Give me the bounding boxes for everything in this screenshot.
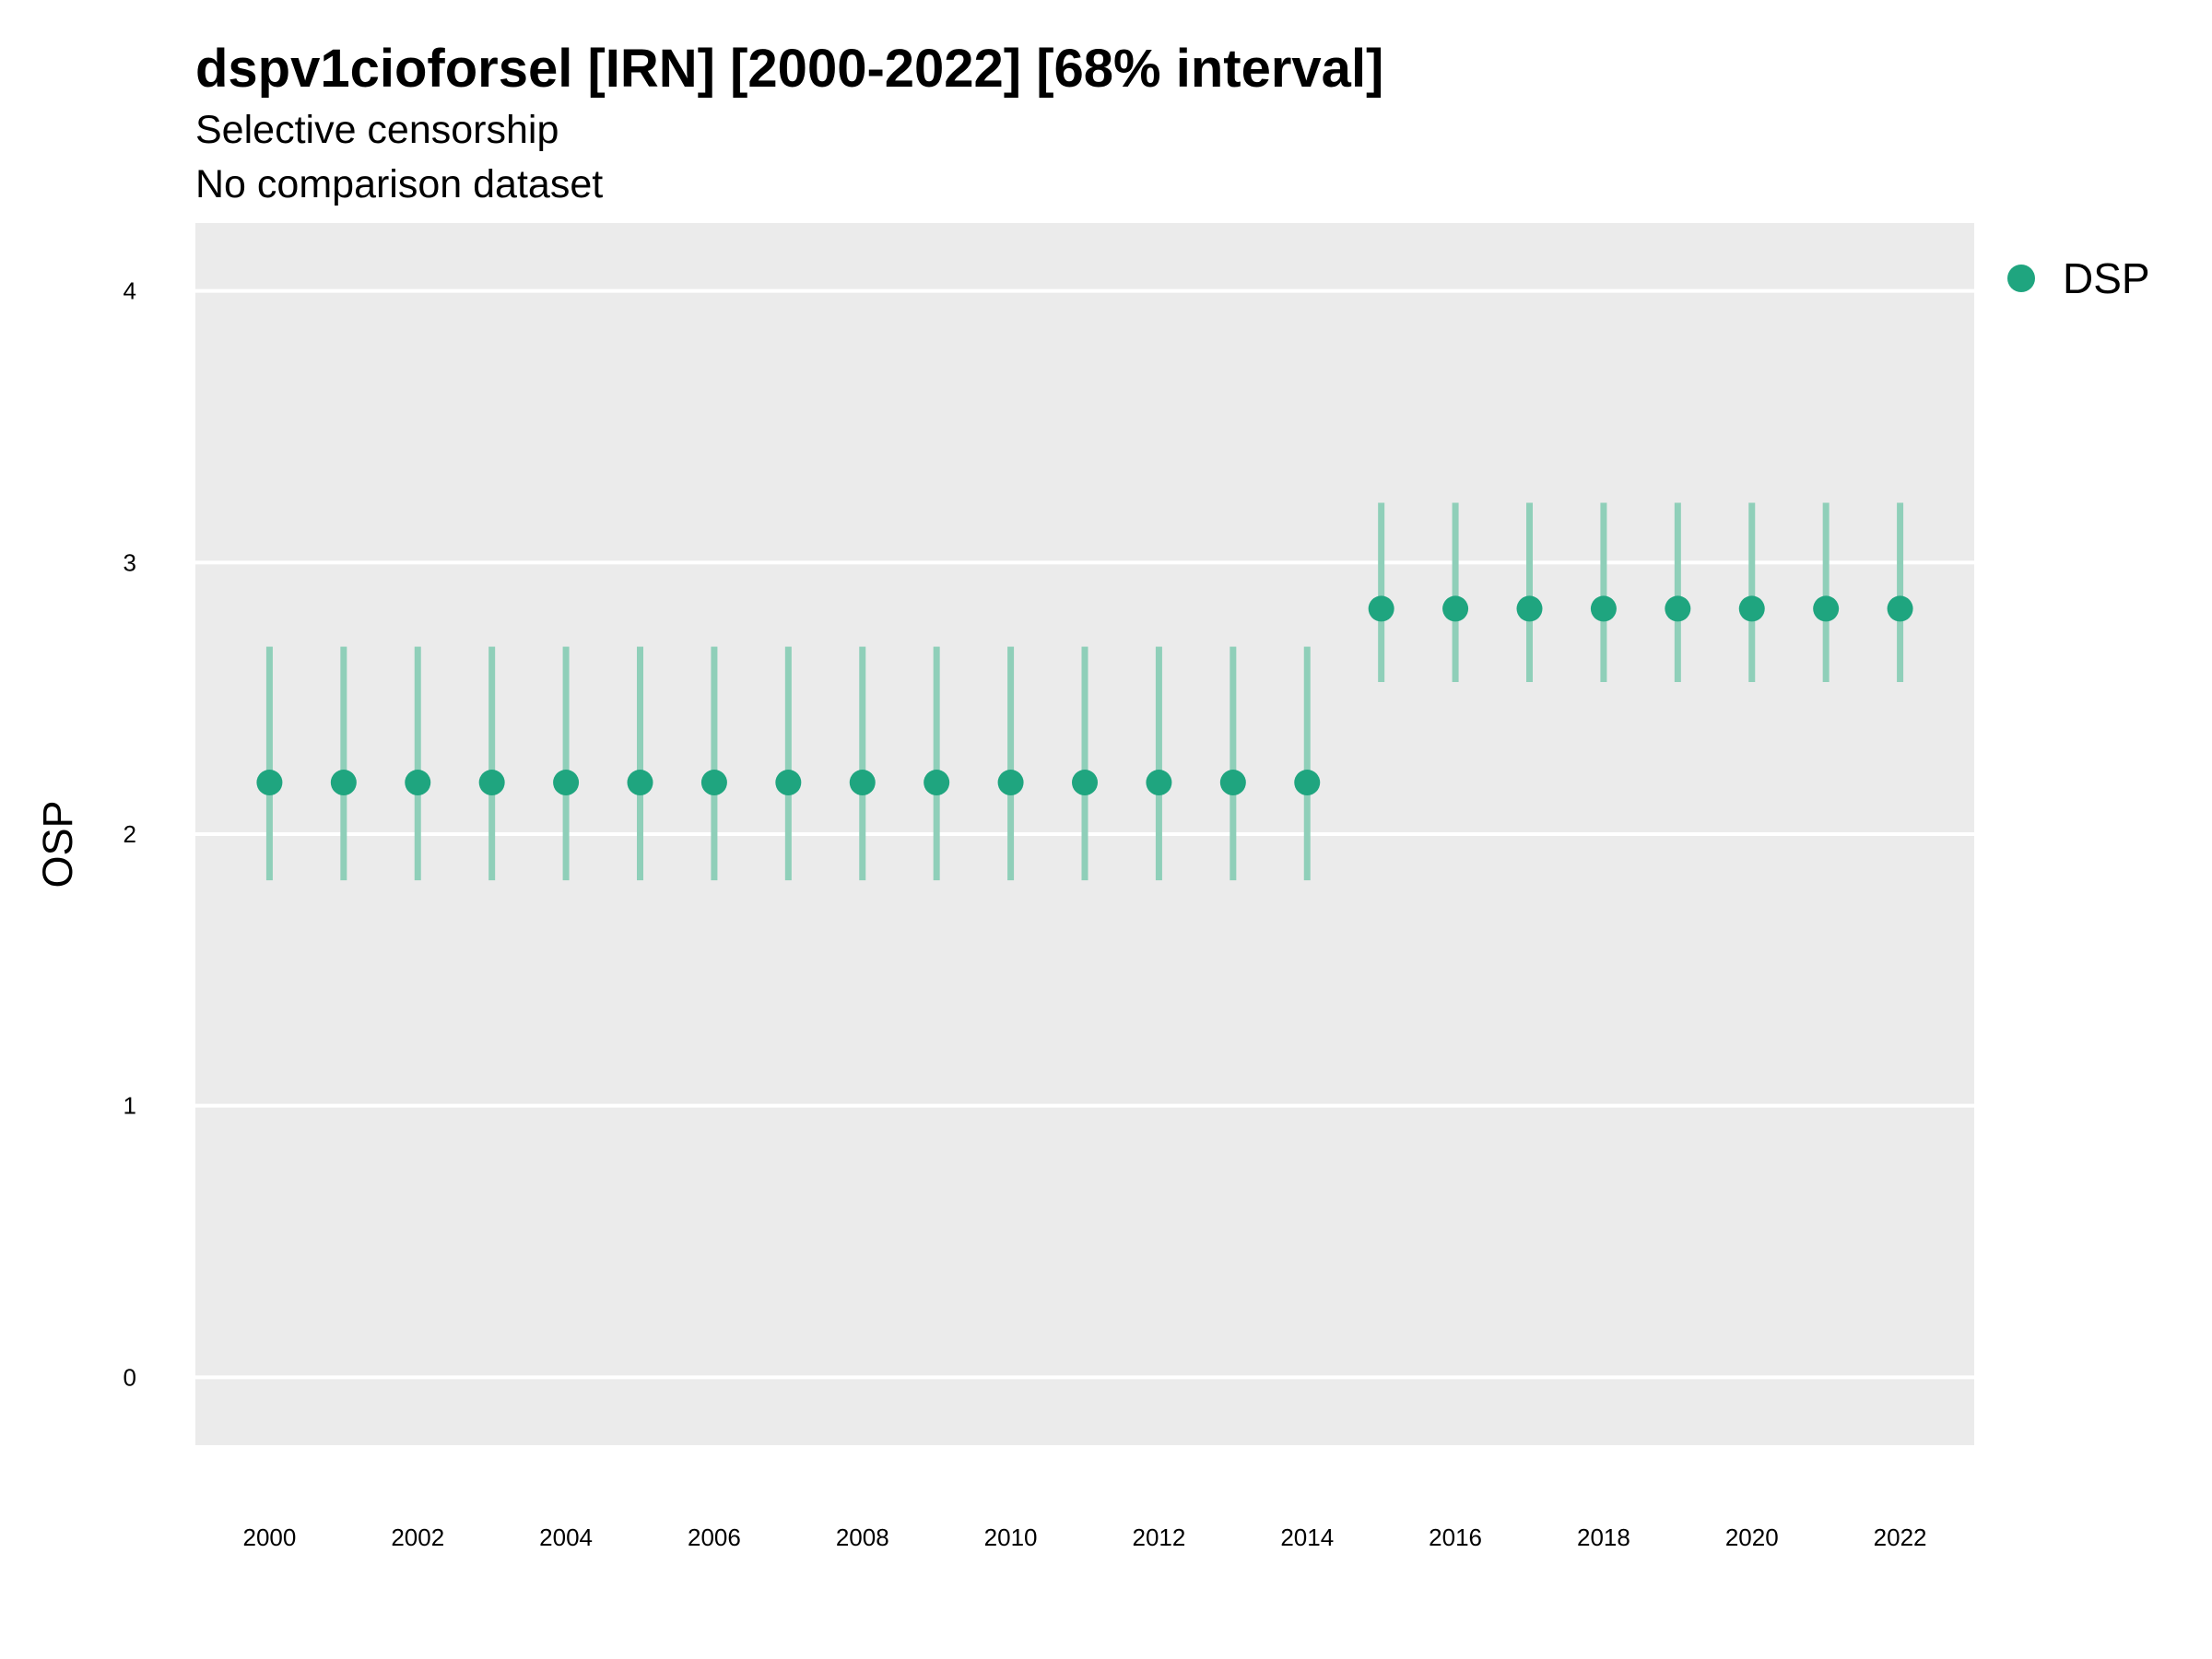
data-point-2004 [553,770,580,796]
data-point-2021 [1813,595,1840,622]
data-point-2008 [849,770,876,796]
y-tick-label: 1 [124,1092,136,1120]
x-tick-label: 2000 [242,1524,296,1551]
data-point-2010 [997,770,1024,796]
y-tick-label: 2 [124,820,136,848]
chart-subtitle-line-1: Selective censorship [195,108,559,152]
data-point-2005 [627,770,653,796]
data-points [256,595,1913,796]
x-tick-label: 2014 [1280,1524,1334,1551]
y-axis-label: OSP [34,800,81,888]
legend: DSP [2007,254,2150,302]
data-point-2009 [924,770,950,796]
data-point-2017 [1516,595,1543,622]
x-tick-label: 2006 [688,1524,741,1551]
data-point-2000 [256,770,283,796]
data-point-2006 [700,770,727,796]
x-tick-label: 2022 [1874,1524,1927,1551]
legend-swatch-dsp [2007,265,2035,292]
interval-bars [265,502,1904,881]
y-tick-label: 4 [124,277,136,305]
data-point-2019 [1665,595,1691,622]
data-point-2001 [330,770,357,796]
data-point-2011 [1072,770,1098,796]
x-tick-label: 2012 [1132,1524,1185,1551]
data-point-2014 [1294,770,1321,796]
chart-subtitle-line-2: No comparison dataset [195,162,603,206]
legend-label-dsp: DSP [2063,254,2150,302]
data-point-2012 [1146,770,1172,796]
x-tick-label: 2016 [1429,1524,1482,1551]
data-point-2018 [1590,595,1617,622]
y-tick-label: 0 [124,1363,136,1391]
x-tick-label: 2018 [1577,1524,1630,1551]
data-point-2020 [1738,595,1765,622]
x-axis-ticks: 2000 2002 2004 2006 2008 2010 2012 2014 2016 2018… [242,1524,1926,1551]
y-tick-label: 3 [124,548,136,576]
x-tick-label: 2010 [984,1524,1038,1551]
data-point-2022 [1887,595,1913,622]
data-point-2015 [1368,595,1394,622]
chart-title: dspv1cioforsel [IRN] [2000-2022] [68% in… [195,39,1383,99]
data-point-2003 [478,770,505,796]
data-point-2007 [775,770,802,796]
data-point-2013 [1219,770,1246,796]
x-tick-label: 2020 [1725,1524,1779,1551]
x-tick-label: 2004 [539,1524,593,1551]
x-tick-label: 2002 [391,1524,444,1551]
data-point-2002 [405,770,431,796]
x-tick-label: 2008 [836,1524,889,1551]
y-axis-ticks: 0 1 2 3 4 [124,277,136,1392]
data-point-2016 [1442,595,1469,622]
